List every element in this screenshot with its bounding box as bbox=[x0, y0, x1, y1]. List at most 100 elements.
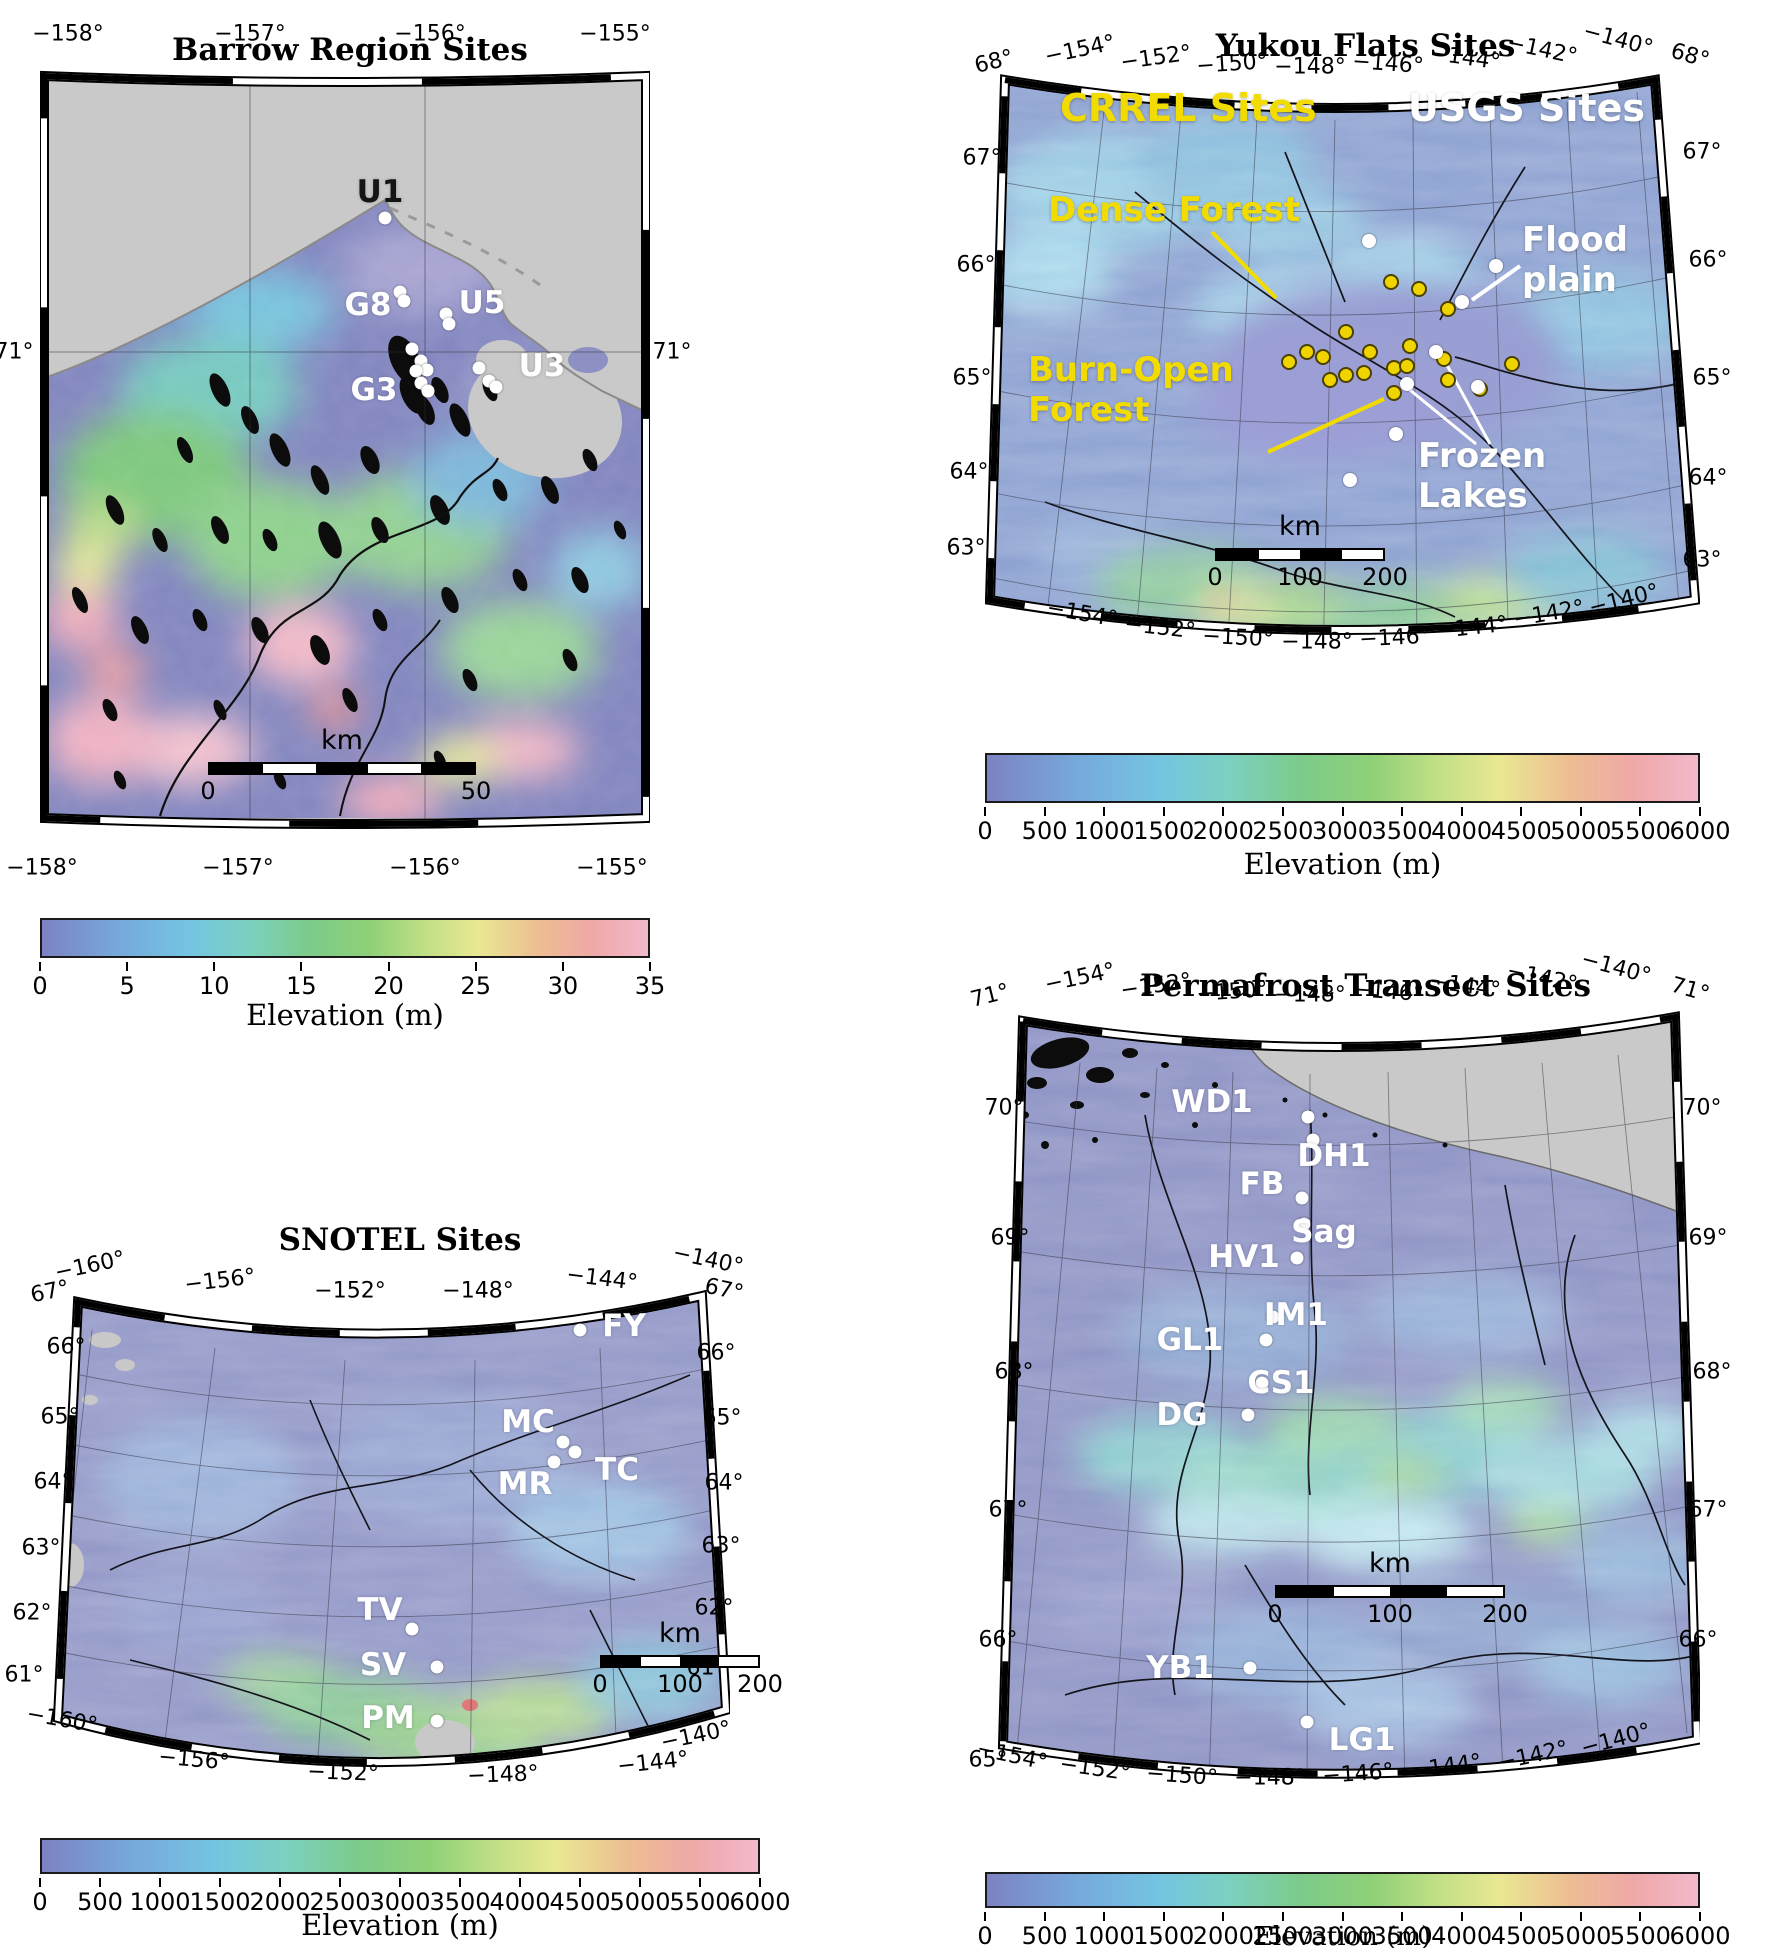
colorbar-tick-label: 20 bbox=[373, 972, 404, 1000]
colorbar-tick bbox=[1222, 807, 1225, 816]
colorbar-tick-label: 5500 bbox=[1609, 817, 1671, 845]
colorbar-tick bbox=[1401, 807, 1404, 816]
map-barrow bbox=[40, 60, 650, 840]
panel-title-yukou: Yukou Flats Sites bbox=[1215, 27, 1516, 64]
colorbar-tick-label: 4000 bbox=[489, 1888, 551, 1916]
colorbar-tick bbox=[39, 1878, 41, 1887]
colorbar-tick-label: 5500 bbox=[1609, 1922, 1671, 1948]
colorbar-tick-label: 3000 bbox=[1311, 1922, 1374, 1948]
colorbar-tick-label: 10 bbox=[199, 972, 230, 1000]
colorbar-tick bbox=[459, 1878, 461, 1887]
colorbar-tick bbox=[339, 1878, 341, 1887]
axis-tick-label: 61° bbox=[4, 1662, 44, 1688]
panel-yukou: Yukou Flats Sites bbox=[947, 0, 1771, 905]
colorbar-tick bbox=[474, 962, 477, 971]
colorbar-tick bbox=[159, 1878, 161, 1887]
colorbar-tick-label: 5000 bbox=[1550, 1922, 1612, 1948]
colorbar-tick bbox=[1460, 1912, 1463, 1921]
colorbar-tick-label: 2500 bbox=[1252, 1922, 1314, 1948]
permafrost-terrain bbox=[997, 1011, 1700, 1779]
panel-title-snotel: SNOTEL Sites bbox=[278, 1221, 522, 1258]
panel-barrow: Barrow Region Sites bbox=[0, 0, 700, 1070]
axis-tick-label: 62° bbox=[12, 1600, 52, 1626]
colorbar-tick-label: 5000 bbox=[609, 1888, 671, 1916]
colorbar-caption: Elevation (m) bbox=[1253, 1922, 1432, 1948]
colorbar-tick-label: 0 bbox=[977, 817, 993, 845]
colorbar-tick bbox=[300, 962, 303, 971]
colorbar-tick bbox=[1281, 807, 1284, 816]
colorbar-tick bbox=[99, 1878, 101, 1887]
colorbar-gradient bbox=[40, 1838, 760, 1874]
colorbar-tick-label: 500 bbox=[1021, 817, 1068, 845]
colorbar-caption: Elevation (m) bbox=[1243, 847, 1442, 881]
colorbar-tick-label: 3000 bbox=[369, 1888, 431, 1916]
axis-tick-label: 63° bbox=[946, 535, 986, 561]
colorbar-tick-label: 5500 bbox=[669, 1888, 731, 1916]
colorbar-tick-label: 1000 bbox=[1073, 817, 1135, 845]
colorbar-tick bbox=[399, 1878, 401, 1887]
colorbar-tick-label: 6000 bbox=[1669, 817, 1731, 845]
snotel-terrain bbox=[52, 1289, 730, 1768]
colorbar-tick bbox=[1639, 807, 1642, 816]
colorbar-tick-label: 4500 bbox=[1490, 817, 1552, 845]
colorbar-tick-label: 2000 bbox=[249, 1888, 311, 1916]
colorbar-tick-label: 1500 bbox=[1133, 1922, 1195, 1948]
colorbar-tick bbox=[579, 1878, 581, 1887]
colorbar-barrow: Elevation (m) 0 5 10 15 20 25 30 35 bbox=[32, 918, 665, 1048]
scale-bar-tick-label: 200 bbox=[737, 1670, 783, 1698]
colorbar-tick bbox=[213, 962, 216, 971]
colorbar-gradient bbox=[985, 1872, 1700, 1908]
colorbar-tick-label: 4500 bbox=[1490, 1922, 1552, 1948]
colorbar-tick bbox=[1520, 1912, 1523, 1921]
colorbar-tick bbox=[1162, 1912, 1165, 1921]
colorbar-tick-label: 5000 bbox=[1550, 817, 1612, 845]
colorbar-tick-label: 15 bbox=[286, 972, 317, 1000]
colorbar-tick-label: 3500 bbox=[1371, 1922, 1433, 1948]
map-yukou bbox=[985, 72, 1700, 647]
colorbar-tick-label: 3500 bbox=[429, 1888, 491, 1916]
colorbar-caption: Elevation (m) bbox=[246, 998, 444, 1032]
colorbar-tick bbox=[1579, 1912, 1582, 1921]
colorbar-tick-label: 2000 bbox=[1192, 1922, 1254, 1948]
colorbar-tick bbox=[1460, 807, 1463, 816]
colorbar-permafrost: Elevation (m) 0 500 1000 1500 2000 2500 3000 35… bbox=[977, 1872, 1731, 1948]
colorbar-tick bbox=[1520, 807, 1523, 816]
colorbar-tick bbox=[279, 1878, 281, 1887]
colorbar-tick bbox=[39, 962, 41, 971]
colorbar-tick bbox=[1579, 807, 1582, 816]
colorbar-tick-label: 2500 bbox=[309, 1888, 371, 1916]
colorbar-tick-label: 2000 bbox=[1192, 817, 1254, 845]
colorbar-tick-label: 1500 bbox=[1133, 817, 1195, 845]
panel-title-barrow: Barrow Region Sites bbox=[172, 31, 528, 68]
colorbar-tick-label: 3500 bbox=[1371, 817, 1433, 845]
axis-tick-label: −156° bbox=[389, 855, 461, 881]
colorbar-snotel: Elevation (m) 0 500 1000 1500 2000 2500 3000 35… bbox=[32, 1838, 791, 1948]
colorbar-tick bbox=[639, 1878, 641, 1887]
barrow-terrain bbox=[40, 70, 650, 829]
colorbar-tick bbox=[984, 1912, 986, 1921]
colorbar-tick-label: 25 bbox=[460, 972, 491, 1000]
colorbar-tick bbox=[1103, 807, 1106, 816]
axis-tick-label: 71° bbox=[652, 339, 692, 365]
axis-tick-label: 71° bbox=[0, 339, 34, 365]
colorbar-tick bbox=[387, 962, 390, 971]
colorbar-tick bbox=[649, 962, 651, 971]
colorbar-tick-label: 4500 bbox=[549, 1888, 611, 1916]
panel-snotel: SNOTEL Sites bbox=[5, 1150, 791, 1948]
colorbar-caption: Elevation (m) bbox=[301, 1908, 499, 1942]
colorbar-tick bbox=[1639, 1912, 1642, 1921]
colorbar-tick bbox=[219, 1878, 221, 1887]
colorbar-tick-label: 0 bbox=[32, 1888, 48, 1916]
colorbar-tick bbox=[1043, 807, 1046, 816]
colorbar-tick-label: 1000 bbox=[1073, 1922, 1135, 1948]
colorbar-tick-label: 4000 bbox=[1431, 1922, 1493, 1948]
colorbar-tick-label: 6000 bbox=[1669, 1922, 1731, 1948]
colorbar-tick-label: 1500 bbox=[189, 1888, 251, 1916]
colorbar-tick-label: 30 bbox=[547, 972, 579, 1000]
colorbar-tick-label: 35 bbox=[634, 972, 666, 1000]
colorbar-gradient bbox=[40, 918, 650, 958]
colorbar-tick bbox=[1103, 1912, 1106, 1921]
colorbar-tick-label: 1000 bbox=[129, 1888, 191, 1916]
colorbar-tick-label: 3000 bbox=[1311, 817, 1374, 845]
